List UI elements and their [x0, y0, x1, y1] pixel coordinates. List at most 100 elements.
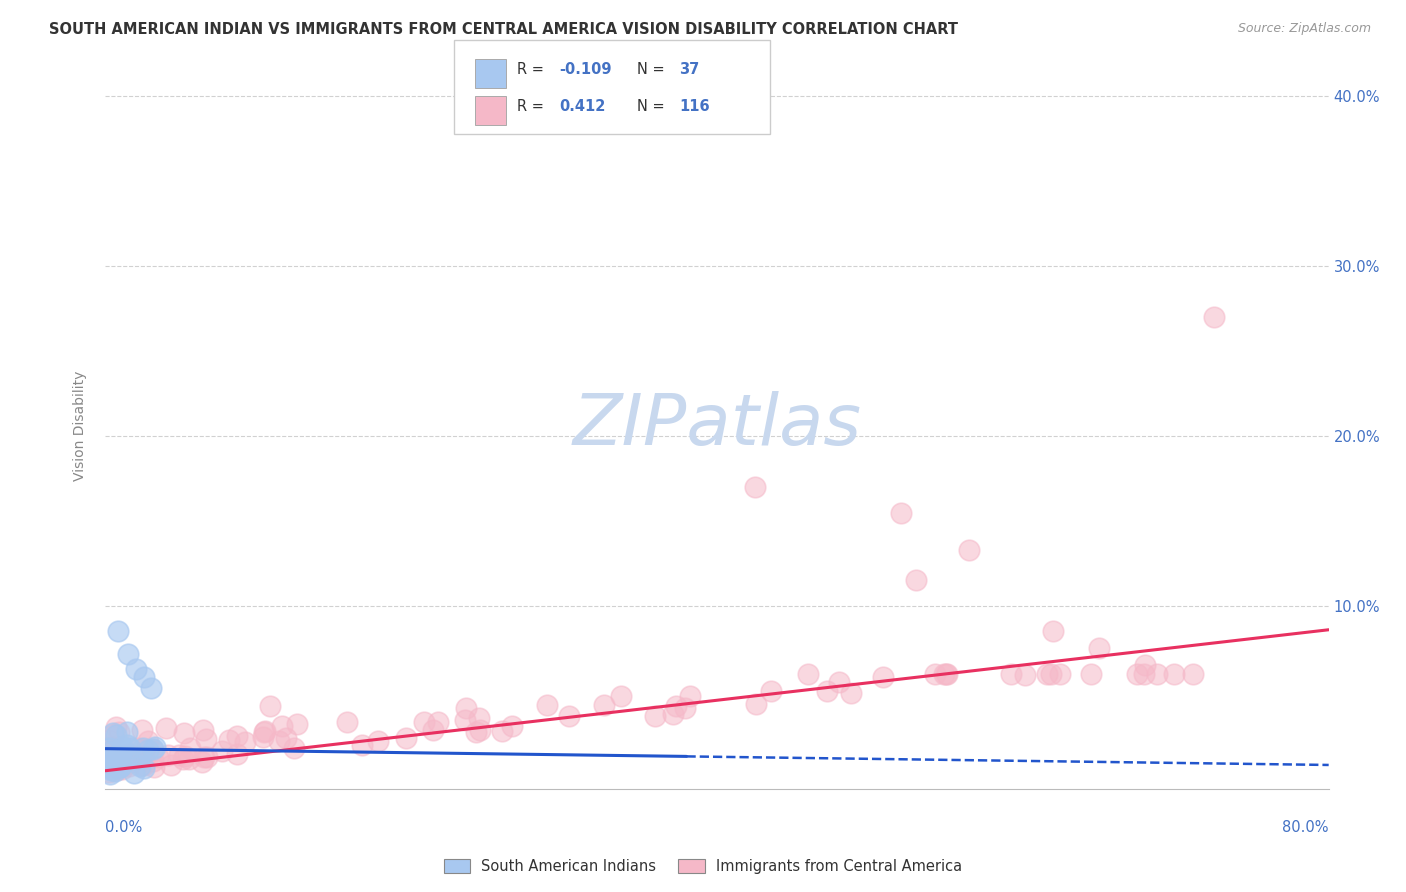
Point	[1163, 667, 1185, 681]
Point	[1080, 667, 1102, 681]
Point	[118, 759, 141, 773]
Point	[872, 670, 894, 684]
Point	[744, 480, 766, 494]
Point	[1088, 641, 1111, 656]
Point	[107, 760, 129, 774]
Point	[644, 709, 666, 723]
Text: 80.0%: 80.0%	[1282, 820, 1329, 835]
Point	[179, 752, 201, 766]
Point	[128, 750, 150, 764]
Point	[1000, 667, 1022, 681]
Point	[759, 684, 782, 698]
Point	[122, 765, 145, 780]
Point	[105, 728, 128, 742]
Point	[110, 746, 132, 760]
Point	[108, 762, 131, 776]
Point	[267, 733, 290, 747]
Point	[103, 755, 125, 769]
Point	[468, 711, 491, 725]
Point	[103, 764, 125, 779]
Point	[129, 759, 152, 773]
Text: ZIPatlas: ZIPatlas	[572, 392, 862, 460]
Point	[932, 667, 955, 681]
Point	[142, 744, 165, 758]
Point	[98, 733, 121, 747]
Point	[125, 662, 148, 676]
Point	[142, 754, 165, 768]
Point	[889, 506, 911, 520]
Point	[797, 667, 820, 681]
Point	[422, 723, 444, 737]
Point	[143, 739, 166, 754]
Text: 116: 116	[679, 99, 710, 114]
Point	[110, 742, 132, 756]
Point	[367, 734, 389, 748]
Point	[501, 719, 523, 733]
Point	[1035, 667, 1057, 681]
Point	[190, 755, 212, 769]
Point	[114, 748, 136, 763]
Point	[107, 725, 129, 739]
Point	[97, 764, 120, 779]
Point	[128, 756, 150, 770]
Point	[104, 758, 127, 772]
Text: 37: 37	[679, 62, 699, 78]
Point	[104, 759, 127, 773]
Point	[285, 717, 308, 731]
Point	[1133, 658, 1156, 673]
Point	[470, 723, 492, 738]
Point	[132, 670, 155, 684]
Point	[454, 713, 477, 727]
Point	[592, 698, 614, 712]
Point	[172, 751, 194, 765]
Point	[167, 747, 190, 762]
Point	[127, 740, 149, 755]
Point	[103, 726, 125, 740]
Point	[1133, 667, 1156, 681]
Point	[97, 745, 120, 759]
Point	[1049, 667, 1071, 681]
Point	[103, 756, 125, 771]
Text: SOUTH AMERICAN INDIAN VS IMMIGRANTS FROM CENTRAL AMERICA VISION DISABILITY CORRE: SOUTH AMERICAN INDIAN VS IMMIGRANTS FROM…	[49, 22, 959, 37]
Point	[131, 723, 153, 737]
Point	[100, 763, 122, 777]
Point	[105, 720, 128, 734]
Point	[107, 624, 129, 639]
Point	[745, 697, 768, 711]
Point	[134, 749, 156, 764]
Point	[957, 543, 980, 558]
Point	[395, 731, 418, 745]
Point	[678, 689, 700, 703]
Point	[100, 751, 122, 765]
Text: R =: R =	[517, 99, 548, 114]
Point	[115, 739, 138, 753]
Point	[115, 747, 138, 761]
Point	[173, 726, 195, 740]
Point	[97, 749, 120, 764]
Point	[225, 729, 247, 743]
Point	[665, 699, 688, 714]
Point	[159, 757, 181, 772]
Point	[179, 741, 201, 756]
Point	[226, 747, 249, 761]
Point	[335, 714, 357, 729]
Point	[136, 742, 159, 756]
Point	[1040, 667, 1063, 681]
Point	[134, 742, 156, 756]
Point	[132, 761, 155, 775]
Point	[111, 739, 134, 754]
Point	[155, 721, 177, 735]
Point	[101, 726, 124, 740]
Point	[259, 698, 281, 713]
Point	[174, 749, 197, 764]
Point	[924, 667, 946, 681]
Point	[662, 707, 685, 722]
Point	[156, 747, 179, 762]
Point	[118, 749, 141, 764]
Point	[1146, 667, 1168, 681]
Point	[100, 741, 122, 756]
Point	[456, 700, 478, 714]
Point	[194, 732, 217, 747]
Point	[283, 741, 305, 756]
Point	[97, 759, 120, 773]
